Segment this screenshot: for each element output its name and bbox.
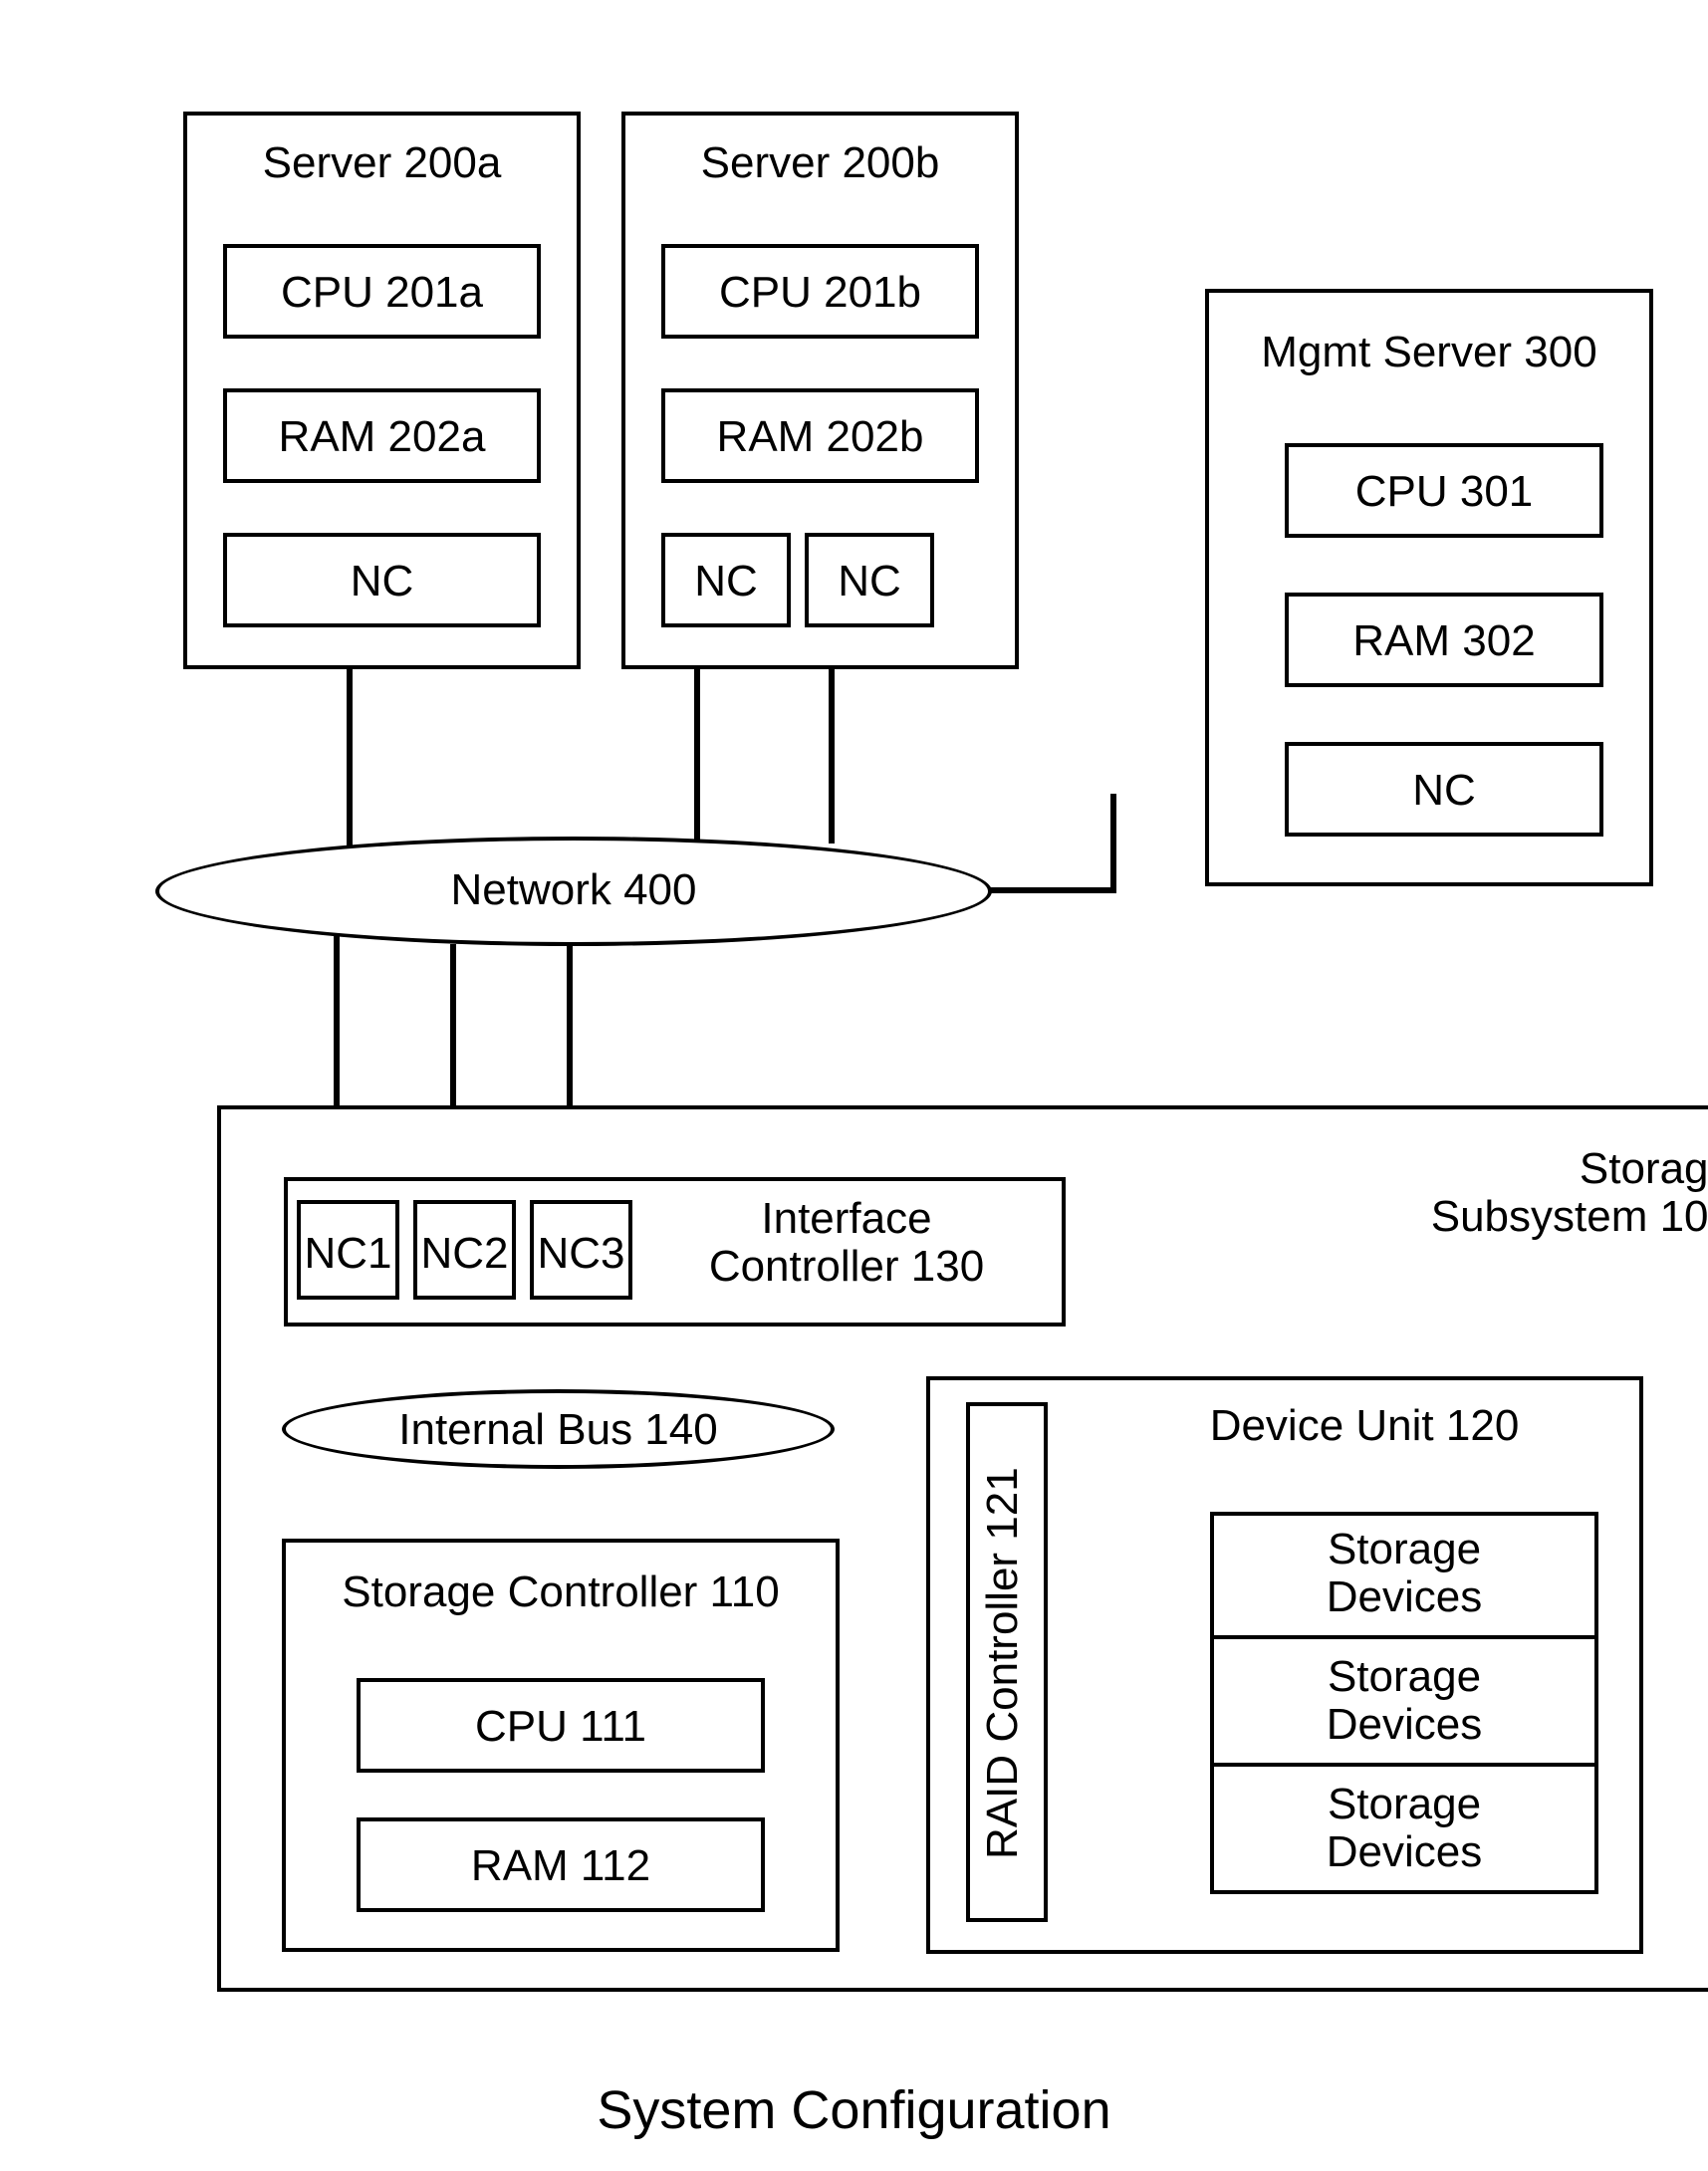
storage-controller-ram-label: RAM 112 [357,1842,765,1890]
nc2-label: NC2 [413,1230,516,1278]
mgmt-title: Mgmt Server 300 [1205,329,1653,376]
server-b-nc2-label: NC [805,558,934,605]
conn-line [829,644,835,844]
storage-devices-0-label: Storage Devices [1210,1526,1598,1622]
interface-controller-label: Interface Controller 130 [637,1195,1056,1292]
conn-line [976,887,1116,893]
mgmt-nc-label: NC [1285,767,1603,815]
server-a-nc-label: NC [223,558,541,605]
diagram-canvas: Server 200a CPU 201a RAM 202a NC Server … [0,0,1708,2171]
mgmt-ram-label: RAM 302 [1285,617,1603,665]
conn-line [694,644,700,853]
nc3-label: NC3 [530,1230,632,1278]
mgmt-cpu-label: CPU 301 [1285,468,1603,516]
internal-bus-label: Internal Bus 140 [282,1406,835,1454]
server-b-nc1-label: NC [661,558,791,605]
diagram-title: System Configuration [0,2081,1708,2140]
storage-devices-2-label: Storage Devices [1210,1781,1598,1877]
server-a-ram-label: RAM 202a [223,413,541,461]
network-label: Network 400 [155,866,992,914]
server-a-cpu-label: CPU 201a [223,269,541,317]
server-a-title: Server 200a [183,139,581,187]
nc1-label: NC1 [297,1230,399,1278]
server-b-ram-label: RAM 202b [661,413,979,461]
conn-line [1110,794,1116,893]
device-unit-title: Device Unit 120 [1096,1402,1633,1450]
storage-controller-title: Storage Controller 110 [282,1568,840,1616]
server-b-title: Server 200b [621,139,1019,187]
server-b-cpu-label: CPU 201b [661,269,979,317]
storage-title: Storage Subsystem 100 [1235,1145,1708,1242]
raid-controller-label: RAID Controller 121 [978,1424,1028,1902]
storage-controller-cpu-label: CPU 111 [357,1703,765,1751]
storage-devices-1-label: Storage Devices [1210,1653,1598,1750]
